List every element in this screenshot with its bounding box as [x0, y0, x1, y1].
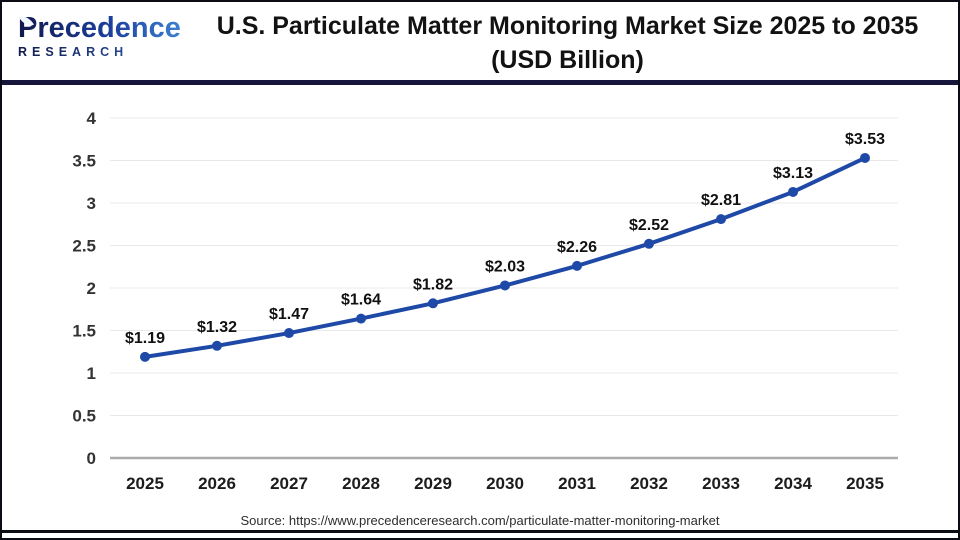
header-divider [2, 80, 958, 85]
logo-research-text: RESEARCH [18, 45, 188, 59]
x-tick-label-2034: 2034 [774, 474, 812, 493]
x-tick-label-2026: 2026 [198, 474, 236, 493]
data-label-2035: $3.53 [845, 131, 885, 148]
precedence-research-logo: Precedence RESEARCH [18, 12, 188, 59]
y-tick-label: 1 [87, 364, 96, 383]
data-point-2030 [500, 280, 510, 291]
x-tick-label-2032: 2032 [630, 474, 668, 493]
x-tick-label-2025: 2025 [126, 474, 164, 493]
source-citation: Source: https://www.precedenceresearch.c… [240, 513, 720, 528]
data-label-2031: $2.26 [557, 239, 597, 256]
y-tick-label: 0.5 [72, 407, 96, 426]
x-tick-label-2033: 2033 [702, 474, 740, 493]
bottom-divider [2, 530, 958, 533]
x-tick-label-2027: 2027 [270, 474, 308, 493]
y-tick-label: 0 [87, 449, 96, 468]
x-tick-label-2030: 2030 [486, 474, 524, 493]
chart-title-line1: U.S. Particulate Matter Monitoring Marke… [216, 12, 919, 40]
data-label-2025: $1.19 [125, 330, 165, 347]
data-point-2031 [572, 260, 582, 271]
data-point-2032 [644, 238, 654, 249]
data-point-2035 [860, 152, 870, 163]
chart-title-line2: (USD Billion) [491, 46, 644, 74]
data-point-2026 [212, 340, 222, 351]
data-point-2027 [284, 328, 294, 339]
x-tick-label-2035: 2035 [846, 474, 884, 493]
data-point-2029 [428, 298, 438, 309]
data-point-2025 [140, 351, 150, 362]
chart-title: U.S. Particulate Matter Monitoring Marke… [187, 9, 948, 77]
x-tick-label-2029: 2029 [414, 474, 452, 493]
y-tick-label: 4 [87, 109, 97, 128]
data-label-2027: $1.47 [269, 306, 309, 323]
series-line [143, 155, 867, 359]
y-tick-label: 2.5 [72, 237, 96, 256]
data-label-2032: $2.52 [629, 217, 669, 234]
x-tick-label-2031: 2031 [558, 474, 596, 493]
line-chart: 0 0.5 1 1.5 2 2.5 3 3.5 4 $1.19 2025 $1.32 2026 $1.47… [72, 109, 898, 493]
logo-brand-text: Precedence [18, 13, 188, 43]
data-label-2033: $2.81 [701, 192, 741, 209]
data-point-2028 [356, 313, 366, 324]
y-tick-label: 2 [87, 279, 96, 298]
y-tick-label: 3.5 [72, 152, 96, 171]
data-label-2029: $1.82 [413, 276, 453, 293]
data-label-2026: $1.32 [197, 319, 237, 336]
data-label-2034: $3.13 [773, 165, 813, 182]
data-point-2034 [788, 186, 798, 197]
data-point-2033 [716, 214, 726, 225]
y-tick-label: 3 [87, 194, 96, 213]
data-label-2028: $1.64 [341, 292, 381, 309]
x-tick-label-2028: 2028 [342, 474, 380, 493]
y-tick-label: 1.5 [72, 322, 96, 341]
data-label-2030: $2.03 [485, 258, 525, 275]
